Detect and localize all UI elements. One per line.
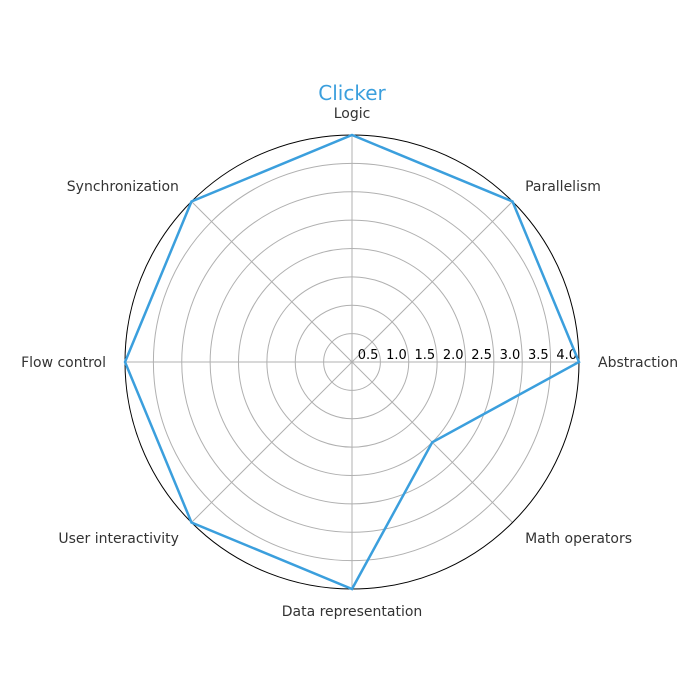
tick-label: 1.5 — [414, 348, 435, 363]
tick-label: 0.5 — [358, 348, 379, 363]
grid-spoke — [191, 201, 352, 362]
category-label: User interactivity — [58, 531, 179, 547]
chart-title: Clicker — [318, 81, 386, 105]
tick-label: 3.5 — [528, 348, 549, 363]
radial-tick-labels: 0.5 1.0 1.5 2.0 2.5 3.0 3.5 4.0 — [358, 348, 577, 363]
tick-label: 2.0 — [443, 348, 464, 363]
category-label: Abstraction — [598, 355, 678, 371]
category-label: Logic — [334, 106, 371, 122]
category-label: Parallelism — [525, 179, 601, 195]
tick-label: 3.0 — [500, 348, 521, 363]
tick-label: 2.5 — [471, 348, 492, 363]
tick-label: 1.0 — [386, 348, 407, 363]
grid-spoke — [191, 362, 352, 523]
category-label: Synchronization — [67, 179, 179, 195]
category-label: Data representation — [282, 604, 423, 620]
category-label: Math operators — [525, 531, 632, 547]
grid-spoke — [352, 201, 513, 362]
category-label: Flow control — [21, 355, 106, 371]
